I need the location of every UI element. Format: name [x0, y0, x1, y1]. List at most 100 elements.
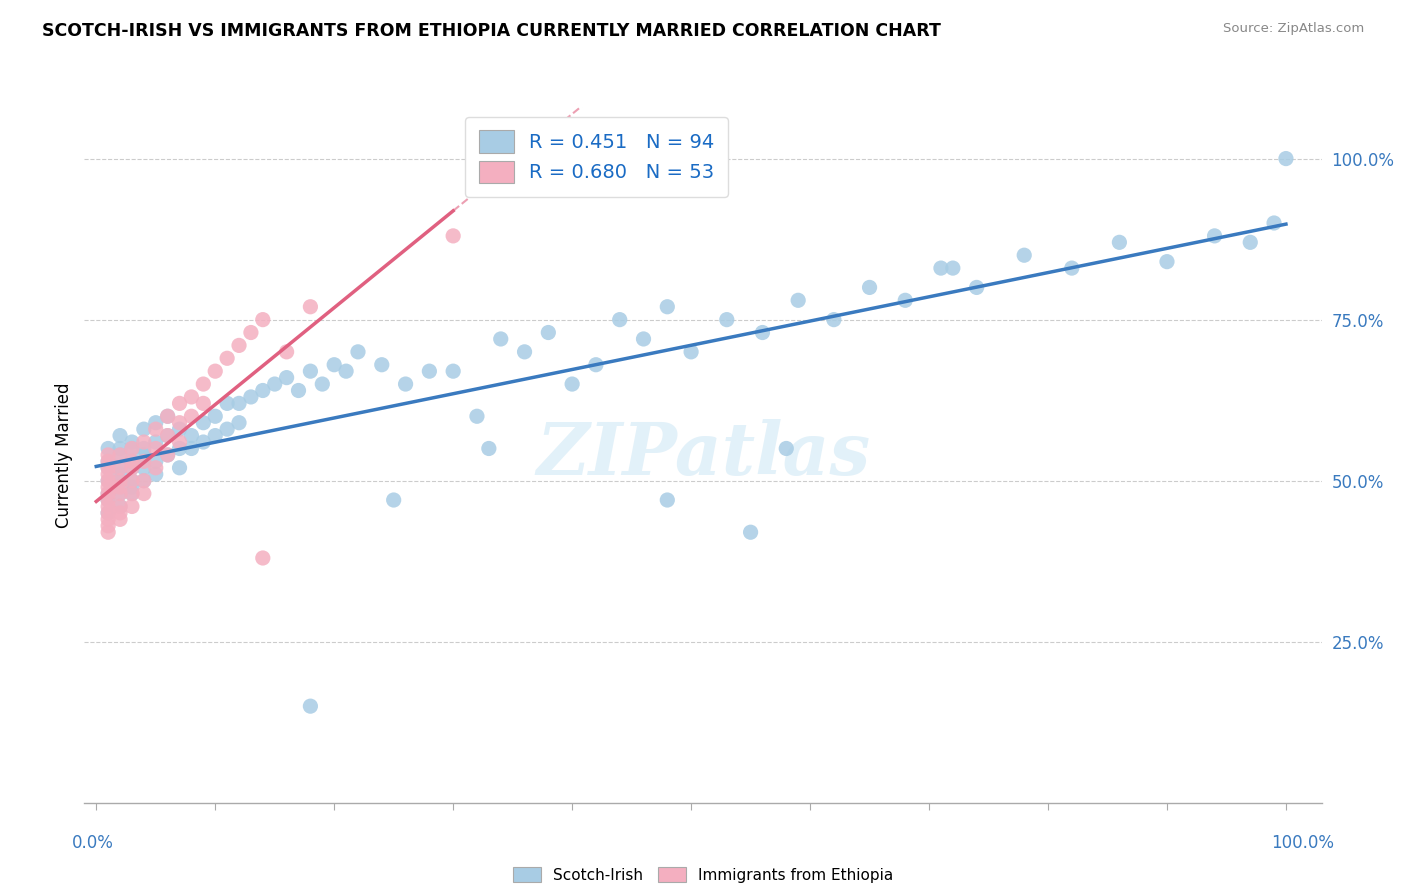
Point [681, 344, 703, 359]
Point [97, 460, 120, 475]
Point [382, 493, 405, 508]
Point [121, 454, 143, 468]
Point [537, 326, 560, 340]
Point [217, 422, 239, 436]
Point [108, 448, 131, 462]
Point [276, 344, 298, 359]
Point [108, 467, 131, 482]
Legend: Scotch-Irish, Immigrants from Ethiopia: Scotch-Irish, Immigrants from Ethiopia [505, 859, 901, 890]
Point [145, 416, 167, 430]
Point [108, 428, 131, 442]
Point [323, 358, 346, 372]
Point [228, 416, 250, 430]
Point [97, 460, 120, 475]
Point [121, 486, 143, 500]
Point [193, 435, 215, 450]
Point [335, 364, 357, 378]
Point [204, 409, 226, 424]
Point [180, 428, 202, 442]
Point [585, 358, 607, 372]
Point [894, 293, 917, 308]
Point [180, 390, 202, 404]
Point [740, 525, 762, 540]
Point [97, 518, 120, 533]
Point [217, 396, 239, 410]
Point [561, 377, 583, 392]
Point [156, 448, 179, 462]
Point [132, 474, 155, 488]
Point [108, 448, 131, 462]
Point [108, 500, 131, 514]
Point [97, 493, 120, 508]
Point [823, 312, 845, 326]
Point [193, 396, 215, 410]
Point [132, 454, 155, 468]
Text: 0.0%: 0.0% [72, 834, 114, 852]
Point [394, 377, 416, 392]
Point [204, 364, 226, 378]
Text: Source: ZipAtlas.com: Source: ZipAtlas.com [1223, 22, 1364, 36]
Point [121, 460, 143, 475]
Point [489, 332, 512, 346]
Point [942, 261, 965, 276]
Point [180, 442, 202, 456]
Point [121, 474, 143, 488]
Point [145, 435, 167, 450]
Point [156, 409, 179, 424]
Point [108, 442, 131, 456]
Point [108, 506, 131, 520]
Point [478, 442, 501, 456]
Point [787, 293, 810, 308]
Point [609, 312, 631, 326]
Point [121, 442, 143, 456]
Point [156, 428, 179, 442]
Point [513, 344, 536, 359]
Point [97, 500, 120, 514]
Point [97, 454, 120, 468]
Point [132, 486, 155, 500]
Point [299, 364, 322, 378]
Point [132, 460, 155, 475]
Point [156, 409, 179, 424]
Y-axis label: Currently Married: Currently Married [55, 382, 73, 528]
Text: 100.0%: 100.0% [1271, 834, 1334, 852]
Point [97, 486, 120, 500]
Point [441, 364, 464, 378]
Point [169, 435, 191, 450]
Text: ZIPatlas: ZIPatlas [536, 419, 870, 491]
Point [97, 512, 120, 526]
Point [929, 261, 952, 276]
Point [716, 312, 738, 326]
Point [1263, 216, 1285, 230]
Point [97, 506, 120, 520]
Point [441, 228, 464, 243]
Point [132, 435, 155, 450]
Point [132, 448, 155, 462]
Point [169, 396, 191, 410]
Point [97, 442, 120, 456]
Point [97, 474, 120, 488]
Point [347, 344, 370, 359]
Point [775, 442, 797, 456]
Point [156, 448, 179, 462]
Point [145, 442, 167, 456]
Point [169, 442, 191, 456]
Point [97, 448, 120, 462]
Point [121, 460, 143, 475]
Point [108, 474, 131, 488]
Point [108, 460, 131, 475]
Point [156, 428, 179, 442]
Point [418, 364, 440, 378]
Point [299, 300, 322, 314]
Point [751, 326, 773, 340]
Point [239, 326, 262, 340]
Point [108, 512, 131, 526]
Point [121, 435, 143, 450]
Point [121, 474, 143, 488]
Point [108, 500, 131, 514]
Point [97, 493, 120, 508]
Point [311, 377, 333, 392]
Point [121, 454, 143, 468]
Point [1156, 254, 1178, 268]
Point [193, 416, 215, 430]
